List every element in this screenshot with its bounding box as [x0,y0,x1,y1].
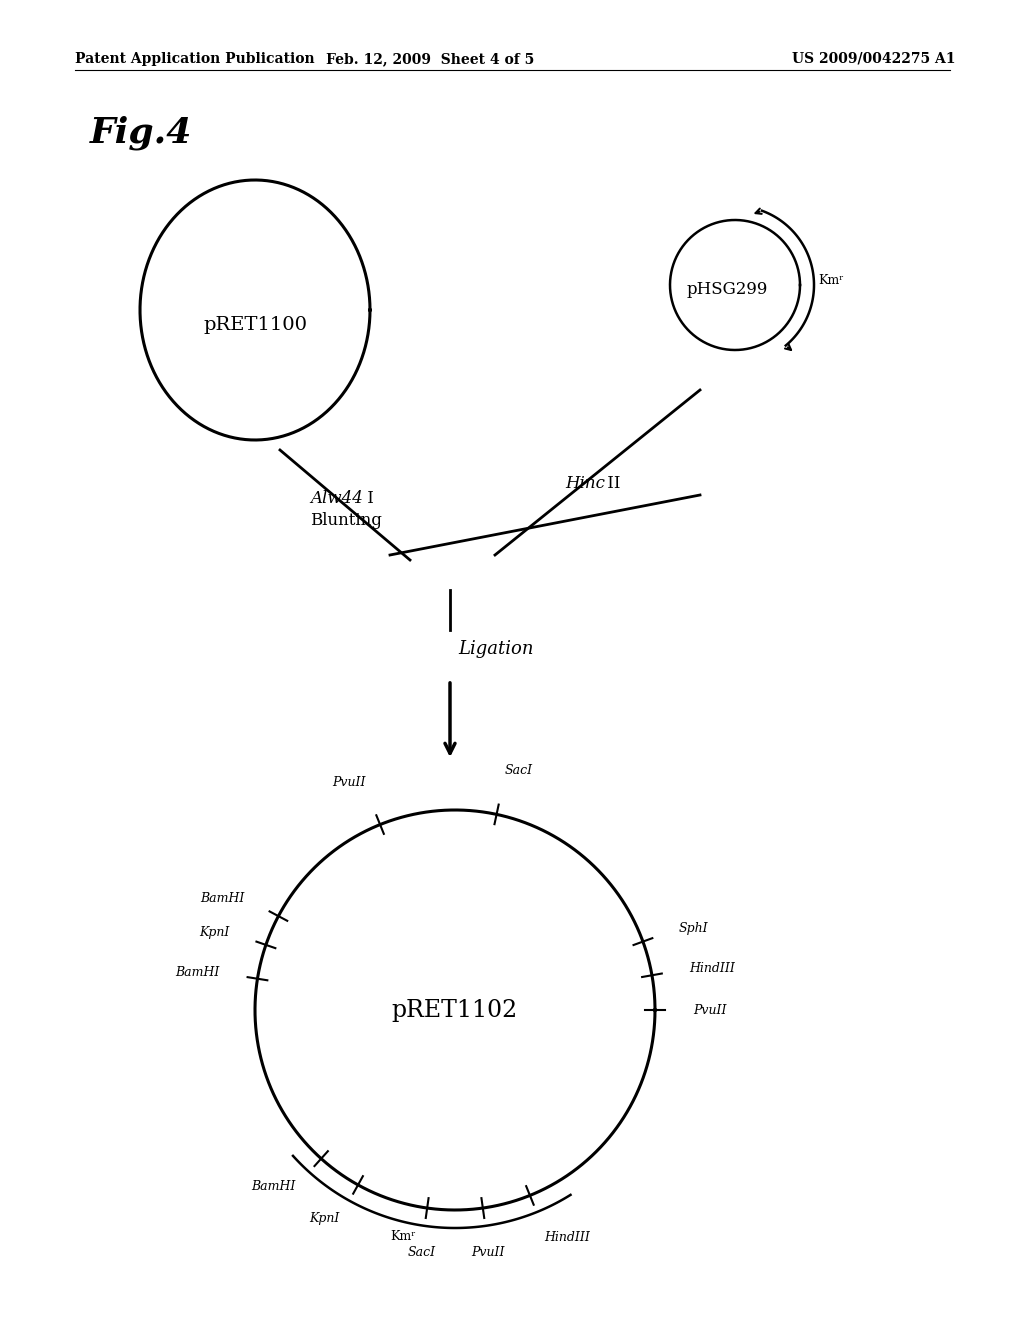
Text: Ligation: Ligation [458,640,534,657]
Text: SacI: SacI [505,764,532,777]
Text: I: I [362,490,374,507]
Text: HindIII: HindIII [544,1230,590,1243]
Text: BamHI: BamHI [251,1180,296,1193]
Text: Hinc: Hinc [565,475,605,492]
Text: Blunting: Blunting [310,512,382,529]
Text: Kmʳ: Kmʳ [390,1229,416,1242]
Text: SphI: SphI [679,923,709,935]
Text: Patent Application Publication: Patent Application Publication [75,51,314,66]
Text: pRET1102: pRET1102 [392,998,518,1022]
Text: PvuII: PvuII [471,1246,505,1259]
Text: Feb. 12, 2009  Sheet 4 of 5: Feb. 12, 2009 Sheet 4 of 5 [326,51,535,66]
Text: KpnI: KpnI [309,1212,340,1225]
Text: pHSG299: pHSG299 [686,281,768,298]
Text: PvuII: PvuII [693,1003,726,1016]
Text: Kmʳ: Kmʳ [818,273,844,286]
Text: US 2009/0042275 A1: US 2009/0042275 A1 [792,51,955,66]
Text: Alw44: Alw44 [310,490,362,507]
Text: II: II [602,475,621,492]
Text: SacI: SacI [408,1246,436,1259]
Text: HindIII: HindIII [689,962,735,975]
Text: BamHI: BamHI [201,892,245,904]
Text: PvuII: PvuII [333,776,366,789]
Text: pRET1100: pRET1100 [203,315,307,334]
Text: KpnI: KpnI [200,927,230,939]
Text: Fig.4: Fig.4 [90,115,193,149]
Text: BamHI: BamHI [175,966,220,979]
